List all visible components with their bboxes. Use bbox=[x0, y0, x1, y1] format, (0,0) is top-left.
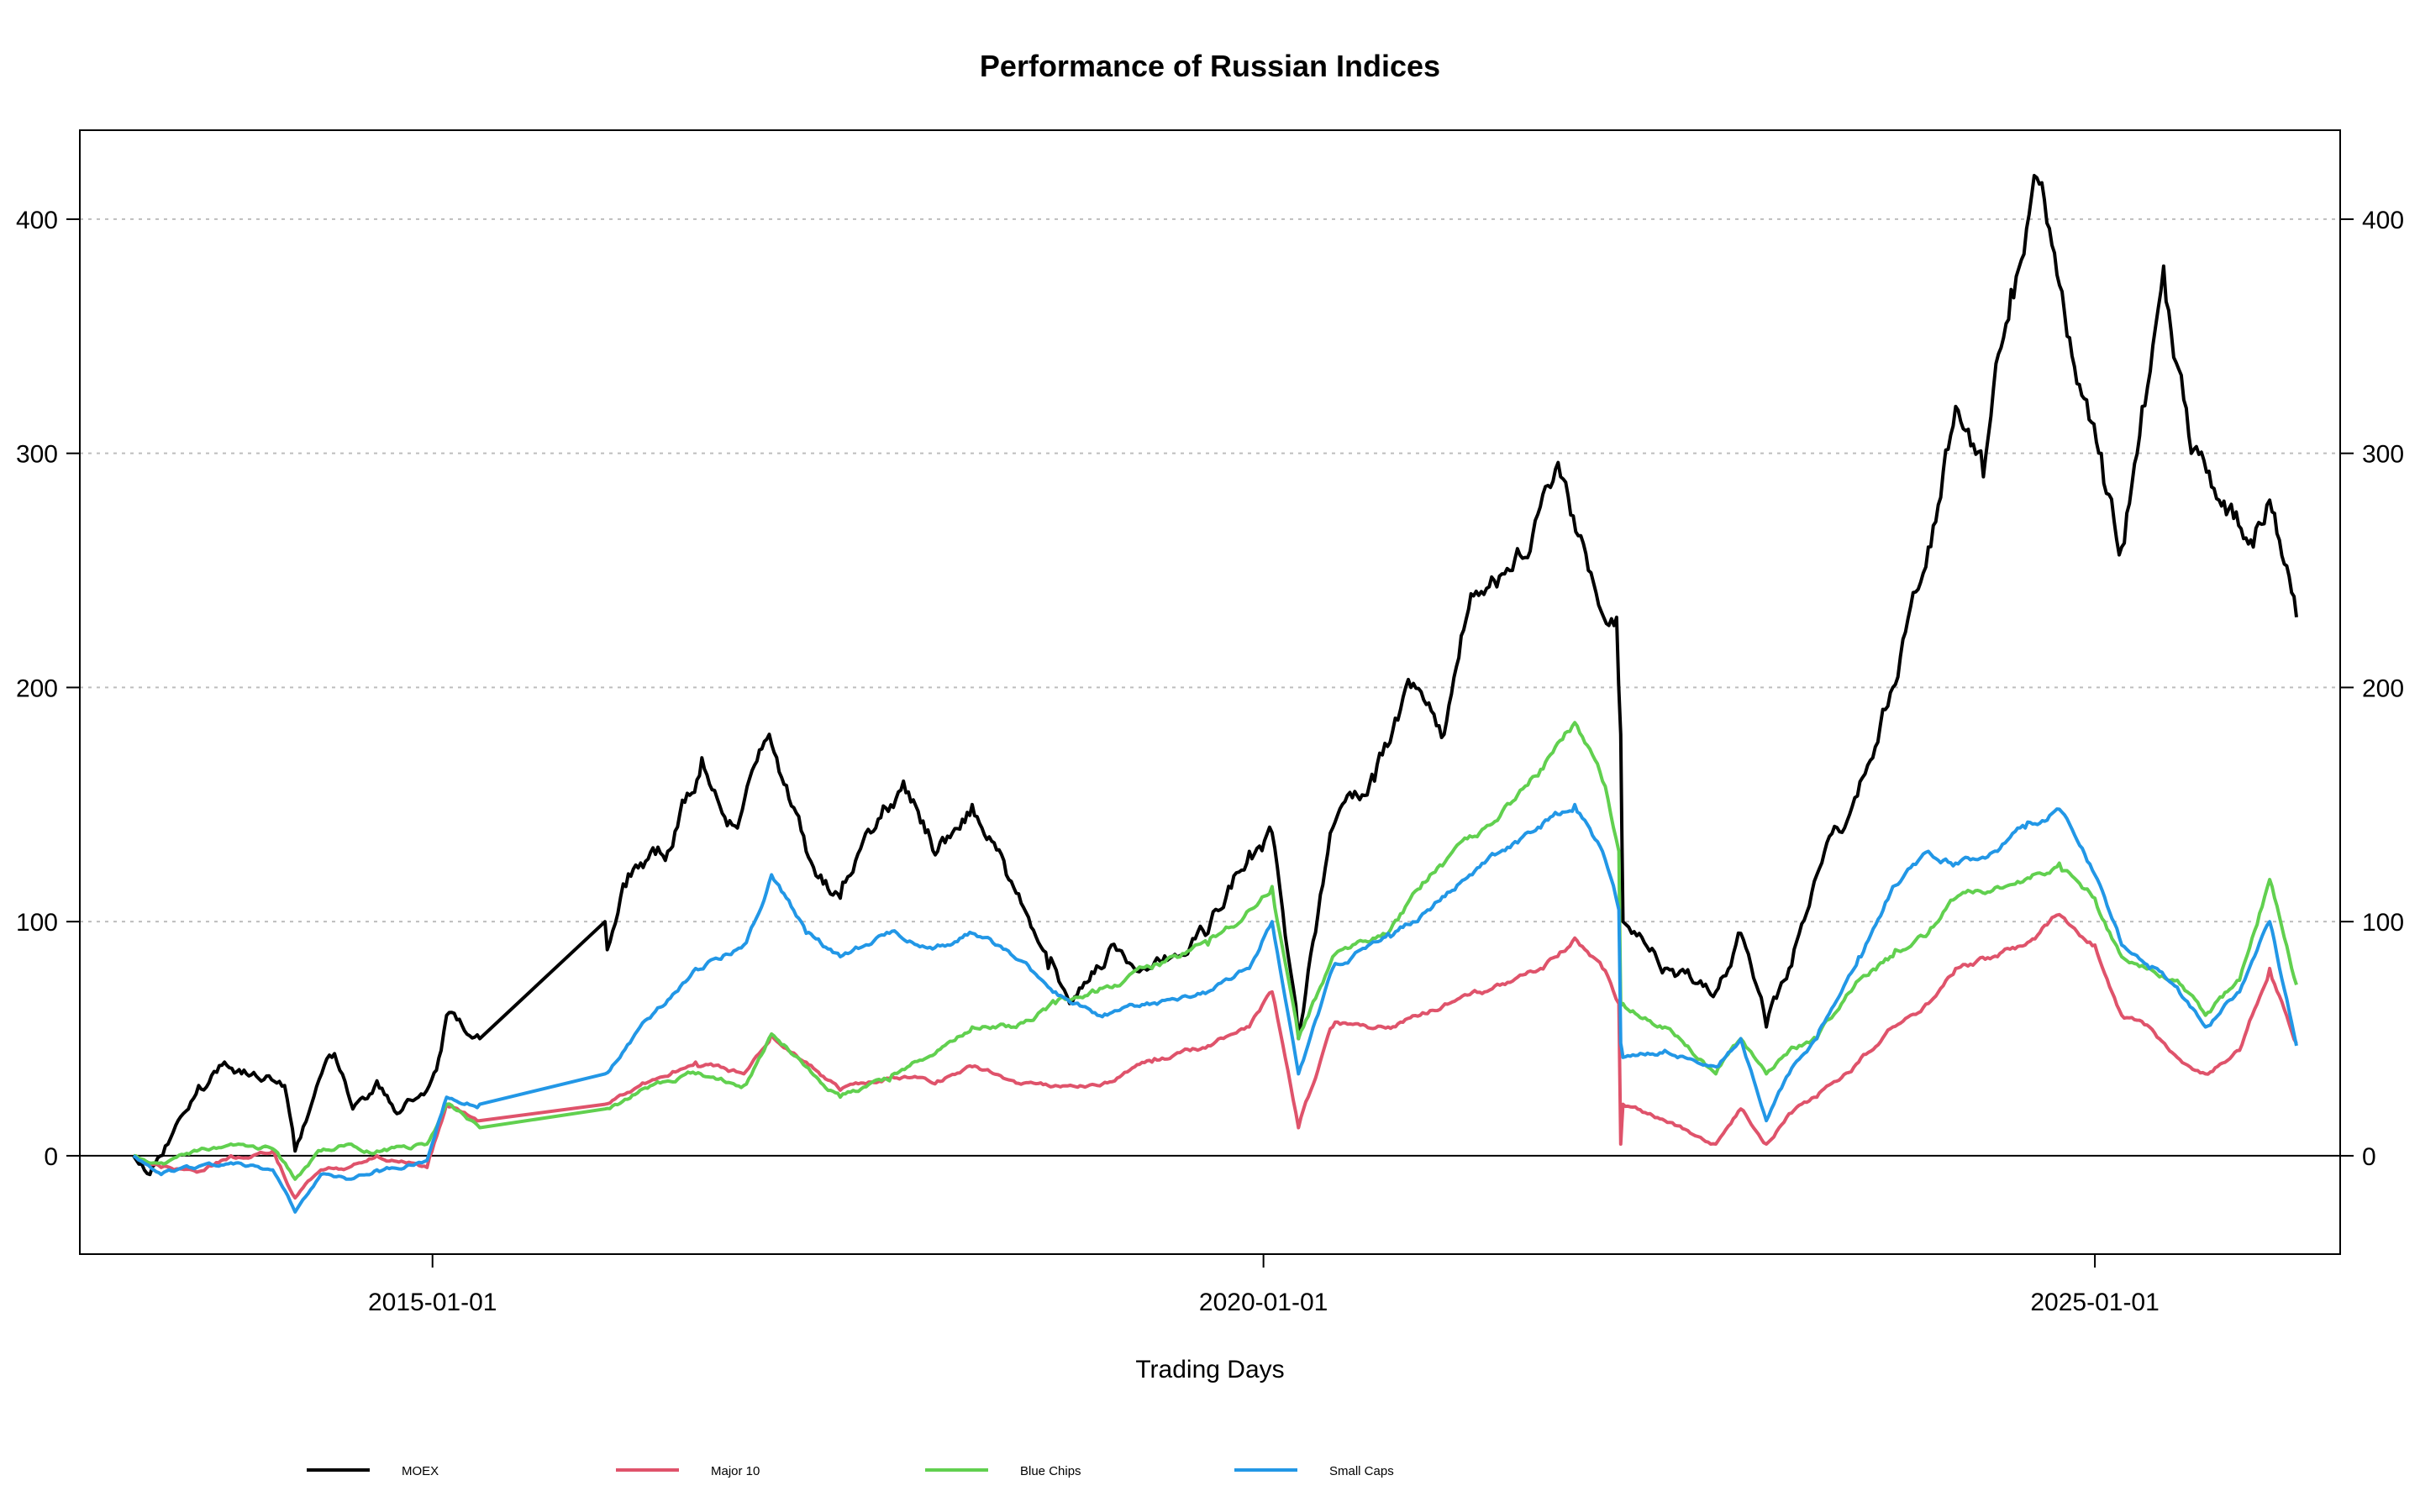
y-tick-label-right-200: 200 bbox=[2362, 675, 2404, 702]
legend-label-small-caps: Small Caps bbox=[1329, 1464, 1394, 1478]
y-tick-label-left-0: 0 bbox=[44, 1143, 58, 1171]
y-tick-label-right-100: 100 bbox=[2362, 909, 2404, 937]
series-line-small-caps bbox=[132, 802, 2298, 1214]
y-tick-label-left-400: 400 bbox=[16, 207, 58, 234]
y-tick-label-right-400: 400 bbox=[2362, 207, 2404, 234]
y-axis-right: 0 100 200 300 400 bbox=[2340, 207, 2404, 1171]
series-line-moex bbox=[132, 174, 2298, 1177]
legend-label-major-10: Major 10 bbox=[711, 1464, 760, 1478]
x-tick-label-2025-01-01: 2025-01-01 bbox=[2030, 1289, 2159, 1316]
x-tick-label-2020-01-01: 2020-01-01 bbox=[1199, 1289, 1328, 1316]
legend: MOEX Major 10 Blue Chips Small Caps bbox=[307, 1464, 1394, 1478]
y-axis-left: 0 100 200 300 400 bbox=[16, 207, 80, 1171]
x-tick-label-2015-01-01: 2015-01-01 bbox=[368, 1289, 497, 1316]
x-axis-label: Trading Days bbox=[1135, 1356, 1284, 1383]
y-tick-label-right-300: 300 bbox=[2362, 441, 2404, 469]
y-tick-label-left-300: 300 bbox=[16, 441, 58, 469]
y-tick-label-right-0: 0 bbox=[2362, 1143, 2376, 1171]
x-axis: 2015-01-01 2020-01-01 2025-01-01 bbox=[368, 1254, 2160, 1316]
y-tick-label-left-200: 200 bbox=[16, 675, 58, 702]
grid-lines bbox=[80, 218, 2340, 923]
series-line-blue-chips bbox=[133, 721, 2298, 1181]
series-lines bbox=[132, 174, 2298, 1214]
chart-title: Performance of Russian Indices bbox=[980, 49, 1440, 83]
legend-label-blue-chips: Blue Chips bbox=[1020, 1464, 1081, 1478]
series-line-major-10 bbox=[133, 912, 2298, 1200]
y-tick-label-left-100: 100 bbox=[16, 909, 58, 937]
legend-label-moex: MOEX bbox=[402, 1464, 439, 1478]
plot-frame bbox=[79, 129, 2341, 1255]
